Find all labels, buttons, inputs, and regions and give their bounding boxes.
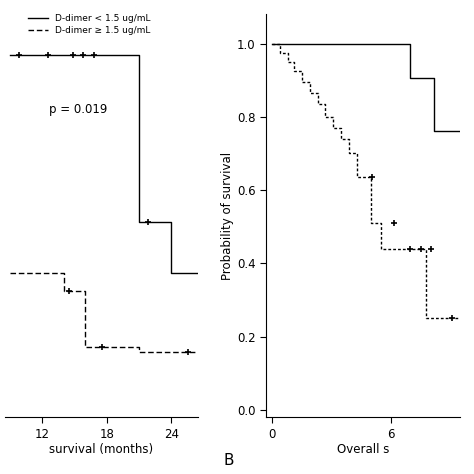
Y-axis label: Probability of survival: Probability of survival [221, 152, 234, 280]
Legend: D-dimer < 1.5 ug/mL, D-dimer ≥ 1.5 ug/mL: D-dimer < 1.5 ug/mL, D-dimer ≥ 1.5 ug/mL [25, 11, 155, 38]
Text: B: B [224, 453, 234, 468]
Text: p = 0.019: p = 0.019 [49, 103, 108, 116]
X-axis label: Overall s: Overall s [337, 443, 389, 456]
X-axis label: survival (months): survival (months) [49, 443, 154, 456]
